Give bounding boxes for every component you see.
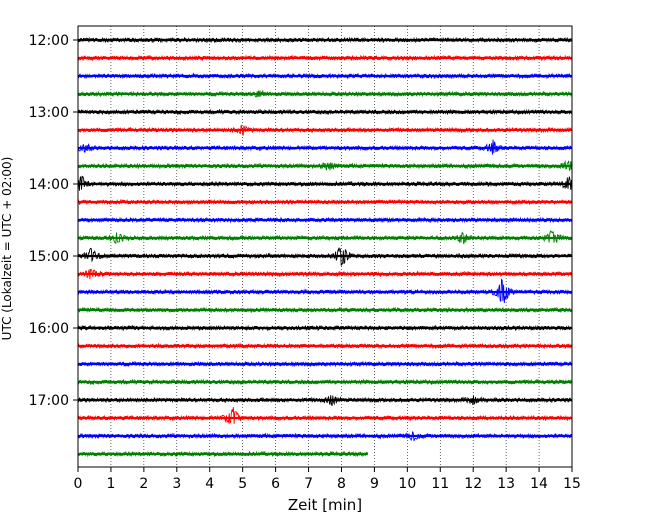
x-tick-label: 13 (497, 476, 515, 492)
x-tick-label: 8 (337, 476, 346, 492)
x-tick-label: 3 (172, 476, 181, 492)
traces-group (77, 36, 572, 458)
x-tick-label: 11 (431, 476, 449, 492)
x-axis-label: Zeit [min] (288, 496, 362, 514)
x-axis: 0 1 2 3 4 5 6 7 8 9 10 11 12 13 14 15 (74, 467, 581, 492)
x-tick-label: 12 (464, 476, 482, 492)
x-tick-label: 2 (139, 476, 148, 492)
x-tick-label: 5 (238, 476, 247, 492)
x-tick-label: 15 (563, 476, 581, 492)
trace-line (77, 139, 572, 155)
y-tick-label: 14:00 (29, 177, 69, 193)
plot-frame (77, 25, 573, 468)
x-tick-label: 0 (74, 476, 83, 492)
y-tick-label: 15:00 (29, 249, 69, 265)
x-tick-label: 7 (304, 476, 313, 492)
trace-line (77, 407, 572, 425)
y-axis: 12:00 13:00 14:00 15:00 16:00 17:00 (29, 33, 78, 409)
x-tick-label: 9 (370, 476, 379, 492)
y-tick-label: 17:00 (29, 393, 69, 409)
x-tick-label: 4 (205, 476, 214, 492)
y-tick-label: 13:00 (29, 105, 69, 121)
trace-line (77, 450, 369, 458)
y-tick-label: 16:00 (29, 321, 69, 337)
y-axis-label: UTC (Lokalzeit = UTC + 02:00) (0, 157, 14, 341)
x-tick-label: 1 (106, 476, 115, 492)
y-tick-label: 12:00 (29, 33, 69, 49)
x-tick-label: 10 (398, 476, 416, 492)
x-tick-label: 14 (530, 476, 548, 492)
x-tick-label: 6 (271, 476, 280, 492)
